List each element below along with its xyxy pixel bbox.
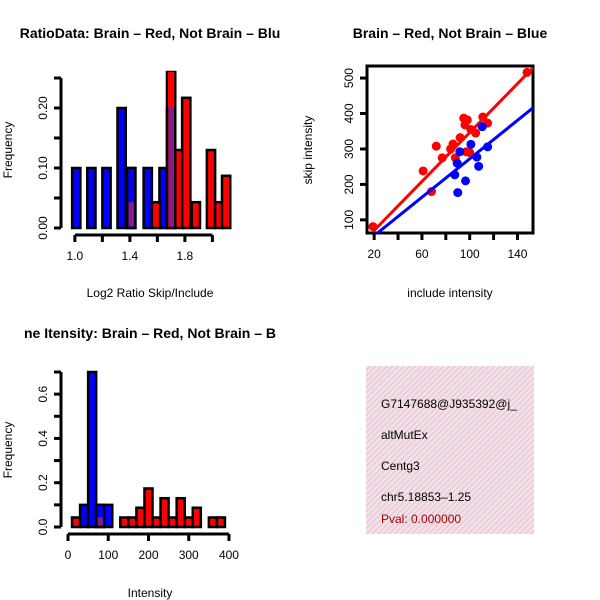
x-axis-label: Log2 Ratio Skip/Include <box>87 286 214 300</box>
point-red <box>478 112 488 122</box>
info-line-id: G7147688@J935392@j_ <box>381 397 517 411</box>
chart-title: Brain – Red, Not Brain – Blue <box>353 25 548 41</box>
point-blue <box>461 176 471 186</box>
bar-not-brain <box>101 166 112 230</box>
x-tick-label: 200 <box>138 548 158 562</box>
point-blue <box>453 188 463 198</box>
x-tick-label: 140 <box>507 247 527 261</box>
x-tick-label: 100 <box>460 247 480 261</box>
y-axis-label: skip intensity <box>301 116 315 185</box>
bar-brain <box>215 516 227 529</box>
y-tick-label: 0.20 <box>36 96 50 120</box>
point-blue <box>474 161 484 171</box>
bar-brain-top <box>168 72 175 108</box>
y-tick-label: 0.6 <box>36 385 50 402</box>
bar-brain <box>220 174 232 230</box>
y-axis-label: Frequency <box>1 422 15 479</box>
bar-brain <box>125 166 137 230</box>
y-tick-label: 400 <box>342 103 356 123</box>
point-red <box>462 115 472 125</box>
y-tick-label: 0.2 <box>36 474 50 491</box>
point-red <box>418 166 428 176</box>
bar-brain <box>180 96 192 230</box>
y-tick-label: 0.4 <box>36 430 50 447</box>
bar-not-brain <box>86 166 97 230</box>
intensity-scatter: Brain – Red, Not Brain – Blue include int… <box>301 25 547 300</box>
plot-box <box>365 64 535 235</box>
y-axis-label: Frequency <box>1 122 15 179</box>
x-tick-label: 1.4 <box>122 249 139 263</box>
y-tick-label: 100 <box>342 210 356 230</box>
bar-brain <box>70 516 82 529</box>
info-line-gene: Centg3 <box>381 459 420 473</box>
bar-brain <box>175 496 186 529</box>
intensity-histogram: ne Itensity: Brain – Red, Not Brain – B I… <box>1 325 276 600</box>
x-axis-label: Intensity <box>128 586 173 600</box>
x-tick-label: 60 <box>415 247 429 261</box>
info-pval: Pval: 0.000000 <box>381 512 461 526</box>
bar-not-brain <box>142 166 154 230</box>
point-blue <box>483 142 493 152</box>
y-tick-label: 0.00 <box>36 216 50 240</box>
info-line-locus: chr5.18853–1.25 <box>381 490 471 504</box>
x-axis-label: include intensity <box>407 286 492 300</box>
x-tick-label: 300 <box>179 548 199 562</box>
point-red <box>522 67 532 77</box>
x-tick-label: 1.8 <box>177 249 194 263</box>
point-red <box>471 128 481 138</box>
bar-brain <box>190 200 202 230</box>
point-blue <box>452 158 462 168</box>
bar-overlap <box>168 108 174 227</box>
bar-not-brain <box>86 370 98 529</box>
y-tick-label: 200 <box>342 174 356 194</box>
y-tick-label: 0.0 <box>36 518 50 535</box>
bar-overlap <box>97 517 103 526</box>
point-red <box>431 141 441 151</box>
point-blue <box>455 147 465 157</box>
x-tick-label: 20 <box>367 247 381 261</box>
x-tick-label: 0 <box>65 548 72 562</box>
x-tick-label: 100 <box>98 548 118 562</box>
bar-brain <box>94 503 106 529</box>
bar-brain <box>159 496 170 529</box>
point-red <box>368 222 378 232</box>
chart-title: ne Itensity: Brain – Red, Not Brain – B <box>24 325 276 341</box>
info-line-type: altMutEx <box>381 428 428 442</box>
chart-title: RatioData: Brain – Red, Not Brain – Blu <box>20 25 281 41</box>
y-tick-label: 0.10 <box>36 156 50 180</box>
bar-brain <box>143 487 154 529</box>
info-panel-background <box>366 366 534 534</box>
bar-not-brain <box>116 106 127 230</box>
point-blue <box>477 122 487 132</box>
bar-not-brain <box>70 166 82 230</box>
info-panel: G7147688@J935392@j_ altMutEx Centg3 chr5… <box>366 366 534 534</box>
point-blue <box>466 139 476 149</box>
point-red <box>448 139 458 149</box>
x-tick-label: 400 <box>219 548 239 562</box>
ratio-histogram: RatioData: Brain – Red, Not Brain – Blu L… <box>1 25 280 300</box>
bar-brain <box>150 200 162 230</box>
y-tick-label: 500 <box>342 68 356 88</box>
point-red <box>465 148 475 158</box>
bar-brain <box>191 506 203 529</box>
point-red <box>437 153 447 163</box>
point-blue <box>450 170 460 180</box>
x-tick-label: 1.0 <box>67 249 84 263</box>
point-blue <box>472 152 482 162</box>
point-red <box>455 133 465 143</box>
bar-overlap <box>128 202 134 227</box>
bar-brain <box>205 148 217 230</box>
y-tick-label: 300 <box>342 139 356 159</box>
